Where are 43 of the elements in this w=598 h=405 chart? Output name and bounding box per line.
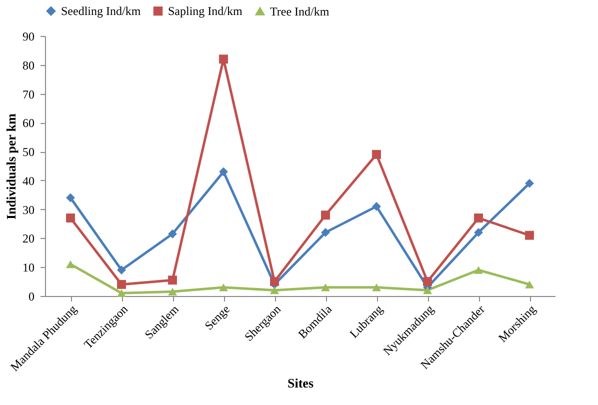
y-tick-label: 0 xyxy=(28,290,34,304)
point xyxy=(423,286,432,294)
y-tick-label: 60 xyxy=(22,116,34,130)
point xyxy=(168,288,177,296)
y-tick-label: 50 xyxy=(22,145,34,160)
point xyxy=(372,202,381,211)
y-axis-title: Individuals per km xyxy=(4,113,18,220)
point xyxy=(474,214,483,222)
y-tick-label: 70 xyxy=(22,87,34,102)
legend-label: Seedling Ind/km xyxy=(61,4,142,18)
point xyxy=(117,266,126,274)
x-axis-title: Sites xyxy=(288,375,314,390)
point xyxy=(525,280,534,288)
point xyxy=(66,193,75,202)
point xyxy=(321,210,330,220)
y-tick-label: 30 xyxy=(22,202,34,217)
point xyxy=(270,277,279,286)
point xyxy=(525,178,534,188)
y-tick-label: 10 xyxy=(22,260,34,275)
point xyxy=(474,228,483,237)
point xyxy=(321,228,330,237)
point xyxy=(168,276,177,285)
point xyxy=(219,167,228,176)
point xyxy=(474,266,483,274)
y-tick-label: 40 xyxy=(22,174,34,188)
point xyxy=(372,283,381,292)
point xyxy=(270,286,279,294)
point xyxy=(321,283,330,292)
point xyxy=(423,277,432,286)
y-tick-label: 20 xyxy=(22,232,34,246)
point xyxy=(219,283,228,292)
point xyxy=(372,150,381,159)
point xyxy=(219,54,228,64)
point xyxy=(66,214,75,222)
point xyxy=(117,280,126,289)
point xyxy=(117,289,126,297)
y-tick-label: 90 xyxy=(22,30,34,44)
y-tick-label: 80 xyxy=(22,58,34,72)
point xyxy=(525,230,534,240)
legend-label: Sapling Ind/km xyxy=(168,4,243,18)
point xyxy=(66,260,75,268)
point xyxy=(168,229,177,238)
legend-label: Tree Ind/km xyxy=(270,4,330,18)
